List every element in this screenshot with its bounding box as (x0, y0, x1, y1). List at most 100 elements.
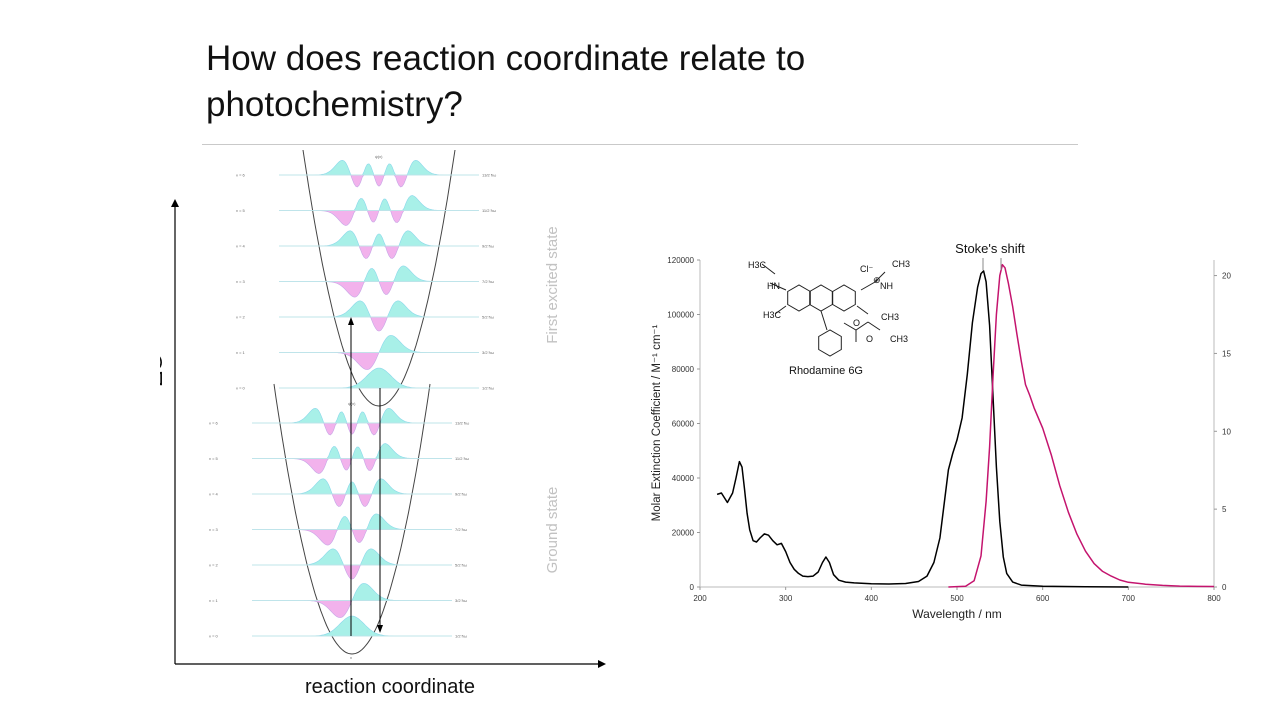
level-label: v = 3 (236, 279, 246, 284)
emission-series-line (948, 263, 1215, 588)
wavefunction-positive-lobe (279, 159, 479, 176)
wavefunction-negative-lobe (252, 564, 452, 580)
wavefunction-negative-lobe (252, 529, 452, 546)
wavefunction-positive-lobe (252, 548, 452, 566)
wavefunction-positive-lobe (279, 230, 479, 247)
level-label: v = 1 (209, 598, 219, 603)
molecule-atom-label: H3C (748, 260, 767, 270)
chart-axes: 200 300 400 500 600 700 8000200004000060000800… (667, 256, 1231, 603)
chart-series (716, 263, 1215, 588)
wavefunction-positive-lobe (279, 367, 479, 389)
chart-x-label: Wavelength / nm (912, 607, 1002, 621)
wavefunction-positive-lobe (279, 265, 479, 282)
wavefunction-positive-lobe (279, 335, 479, 353)
spectrum-chart: 200 300 400 500 600 700 8000200004000060000800… (651, 241, 1231, 621)
molecule-atom-label: H3C (763, 310, 782, 320)
x-tick-label: 800 (1207, 594, 1221, 603)
molecule-atom-label: Cl⁻ (860, 264, 873, 274)
energy-diagram: v = 0 1/2 ħω v = 1 3/2 ħω v = 2 5/2 ħω v = 3 7/… (160, 150, 606, 698)
wavefunction-negative-lobe (252, 493, 452, 507)
wavefunction-negative-lobe (279, 245, 479, 259)
molecule-name: Rhodamine 6G (789, 365, 863, 377)
energy-label: 5/2 ħω (455, 563, 467, 568)
level-label: v = 0 (209, 634, 219, 639)
energy-label: 9/2 ħω (482, 244, 494, 249)
wavefunction-positive-lobe (279, 300, 479, 318)
y-left-tick-label: 80000 (672, 365, 695, 374)
level-label: v = 5 (209, 456, 219, 461)
level-label: v = 4 (209, 492, 219, 497)
level-label: v = 2 (236, 315, 246, 320)
wavefunction-header: ψ(x) (348, 401, 356, 406)
diagram-labels: x ΔG reaction coordinate First excited stat… (160, 199, 606, 698)
x-tick-label: 200 (693, 594, 707, 603)
slide-title: How does reaction coordinate relate to p… (206, 39, 806, 124)
wavefunction-positive-lobe (279, 195, 479, 211)
title-divider (202, 144, 1078, 145)
energy-label: 11/2 ħω (482, 208, 496, 213)
molecule-atom-label: CH3 (890, 334, 908, 344)
level-label: v = 5 (236, 208, 246, 213)
molecule-structure: H3C HN H3C Cl⁻⊕NH CH3 CH3 OO CH3 Rhodamine 6G (748, 259, 910, 377)
y-right-tick-label: 0 (1222, 583, 1227, 592)
wavefunction-negative-lobe (279, 281, 479, 298)
excited-state-label: First excited state (544, 226, 561, 344)
y-right-tick-label: 5 (1222, 505, 1227, 514)
energy-label: 13/2 ħω (482, 173, 496, 178)
x-axis-label: reaction coordinate (305, 676, 475, 698)
wavefunction-positive-lobe (252, 615, 452, 637)
wavefunction-negative-lobe (279, 210, 479, 226)
wavefunction-positive-lobe (252, 583, 452, 601)
energy-label: 7/2 ħω (455, 527, 467, 532)
wavefunction-negative-lobe (252, 458, 452, 474)
y-left-tick-label: 0 (690, 583, 695, 592)
energy-label: 13/2 ħω (455, 421, 469, 426)
absorption-series-line (716, 270, 1129, 588)
molecule-atom-label: ⊕ (873, 275, 881, 285)
wavefunction-positive-lobe (252, 443, 452, 459)
x-tick-label: 500 (950, 594, 964, 603)
ring-center (809, 284, 833, 312)
excited-state-well: v = 0 1/2 ħω v = 1 3/2 ħω v = 2 5/2 ħω v = 3 7/… (236, 150, 496, 407)
molecule-bonds (761, 263, 886, 342)
energy-label: 3/2 ħω (455, 598, 467, 603)
energy-label: 11/2 ħω (455, 456, 469, 461)
x-tick-label: 700 (1122, 594, 1136, 603)
level-label: v = 3 (209, 527, 219, 532)
x-tick-label: 400 (865, 594, 879, 603)
absorption-arrow-head (348, 317, 354, 325)
level-label: v = 1 (236, 350, 246, 355)
y-axis-arrow (171, 199, 179, 207)
x-tick-label: 300 (779, 594, 793, 603)
wavefunction-negative-lobe (279, 174, 479, 188)
level-label: v = 4 (236, 244, 246, 249)
ring-right (832, 284, 856, 312)
wavefunction-negative-lobe (252, 422, 452, 436)
ground-state-label: Ground state (544, 487, 561, 574)
energy-label: 1/2 ħω (482, 386, 494, 391)
wavefunction-positive-lobe (252, 478, 452, 495)
wavefunction-negative-lobe (279, 316, 479, 332)
level-label: v = 2 (209, 563, 219, 568)
wavefunction-positive-lobe (252, 407, 452, 424)
energy-label: 1/2 ħω (455, 634, 467, 639)
wavefunction-negative-lobe (279, 352, 479, 370)
potential-well-curve (273, 383, 431, 655)
stokes-shift-annotation: Stoke's shift (955, 241, 1025, 256)
y-left-tick-label: 40000 (672, 474, 695, 483)
potential-well-curve (302, 150, 456, 407)
y-left-tick-label: 60000 (672, 420, 695, 429)
y-right-tick-label: 15 (1222, 349, 1231, 358)
ring-bottom (818, 329, 842, 357)
y-right-tick-label: 20 (1222, 272, 1231, 281)
molecule-atom-label: HN (767, 281, 780, 291)
x-axis-arrow (598, 660, 606, 668)
molecule-atom-label: CH3 (892, 259, 910, 269)
wavefunction-header: ψ(x) (375, 154, 383, 159)
y-left-tick-label: 20000 (672, 529, 695, 538)
level-label: v = 6 (236, 173, 246, 178)
y-left-tick-label: 120000 (667, 256, 694, 265)
level-label: v = 6 (209, 421, 219, 426)
chart-labels: Wavelength / nm Molar Extinction Coeffici… (651, 241, 1025, 621)
wavefunction-negative-lobe (252, 600, 452, 618)
